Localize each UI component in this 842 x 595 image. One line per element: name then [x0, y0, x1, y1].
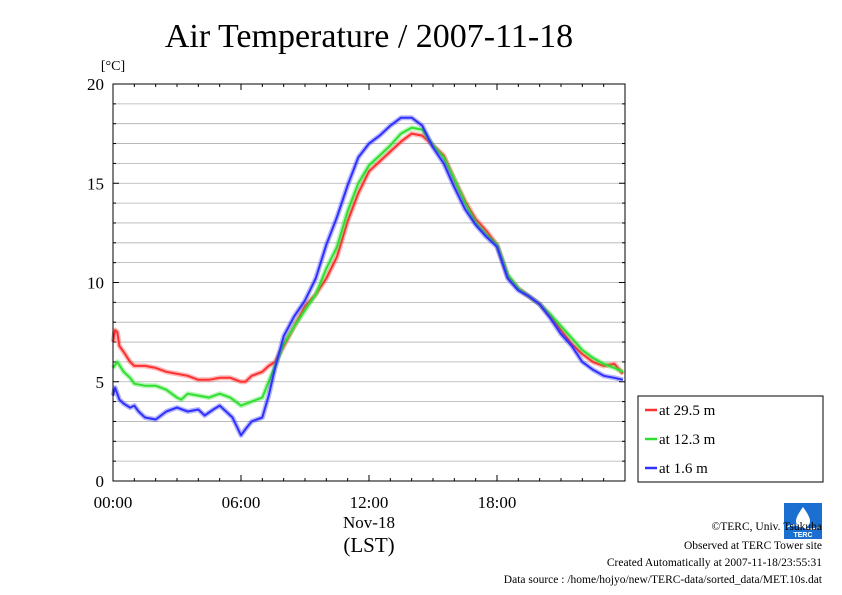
x-tick-label: 00:00: [94, 493, 133, 512]
y-tick-label: 20: [87, 75, 104, 94]
legend-label: at 1.6 m: [659, 461, 708, 477]
plot-frame: [112, 83, 626, 482]
y-axis-unit: [°C]: [101, 59, 125, 74]
y-tick-label: 5: [96, 373, 105, 392]
legend: at 29.5 m at 12.3 m at 1.6 m: [637, 395, 824, 483]
series-halo: [110, 125, 624, 409]
x-tick-label: 12:00: [350, 493, 389, 512]
x-tick-labels: 00:00 06:00 12:00 18:00: [94, 493, 517, 512]
observed-text: Observed at TERC Tower site: [684, 540, 822, 552]
y-tick-label: 10: [87, 274, 104, 293]
wave-icon: [786, 524, 820, 530]
x-tick-label: 06:00: [222, 493, 261, 512]
terc-logo: TERC: [784, 503, 822, 539]
chart-title: Air Temperature / 2007-11-18: [165, 18, 573, 55]
series-line: [112, 116, 624, 437]
created-text: Created Automatically at 2007-11-18/23:5…: [607, 557, 822, 569]
copyright-text: ©TERC, Univ. Tsukuba: [712, 521, 822, 533]
y-tick-label: 15: [87, 174, 104, 193]
data-source-text: Data source : /home/hojyo/new/TERC-data/…: [504, 574, 823, 586]
legend-label: at 29.5 m: [659, 403, 716, 419]
x-tick-label: 18:00: [478, 493, 517, 512]
legend-box: [637, 395, 824, 483]
data-series: [110, 115, 625, 438]
y-tick-labels: 0 5 10 15 20: [87, 75, 104, 491]
x-date-label: Nov-18: [343, 513, 395, 532]
y-tick-label: 0: [96, 472, 105, 491]
legend-label: at 12.3 m: [659, 432, 716, 448]
logo-text: TERC: [793, 532, 812, 539]
grid-lines: [113, 103, 625, 462]
x-axis-label: (LST): [343, 533, 394, 557]
water-drop-icon: [796, 507, 810, 528]
